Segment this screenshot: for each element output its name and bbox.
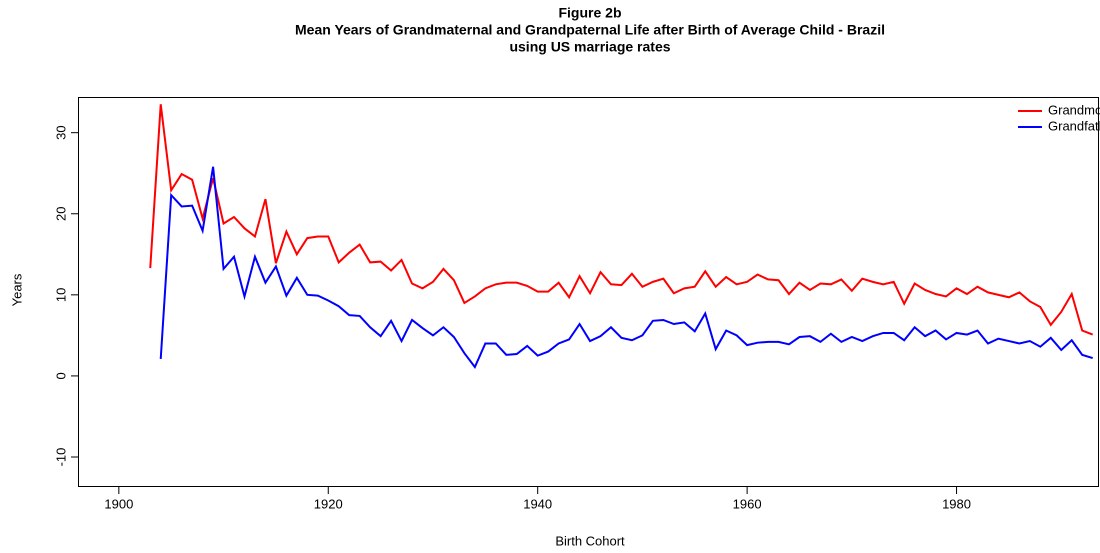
chart-title: Figure 2b xyxy=(558,5,621,21)
y-tick-label: 20 xyxy=(53,207,68,221)
y-tick-label: -10 xyxy=(53,448,68,467)
y-tick-label: 10 xyxy=(53,288,68,302)
x-tick-label: 1900 xyxy=(104,496,133,511)
x-tick-label: 1960 xyxy=(733,496,762,511)
legend-label: Grandmother xyxy=(1048,102,1100,117)
plot-frame xyxy=(78,97,1099,487)
data-line xyxy=(159,166,1093,369)
x-tick-label: 1920 xyxy=(314,496,343,511)
y-tick-label: 30 xyxy=(53,125,68,139)
x-axis-label: Birth Cohort xyxy=(555,533,625,548)
chart-title: using US marriage rates xyxy=(509,39,670,55)
plot-area xyxy=(149,104,1094,369)
x-tick-label: 1940 xyxy=(523,496,552,511)
legend-label: Grandfather xyxy=(1048,118,1100,133)
chart-title: Mean Years of Grandmaternal and Grandpat… xyxy=(295,22,885,38)
data-line xyxy=(149,104,1094,336)
x-tick-label: 1980 xyxy=(942,496,971,511)
y-axis-label: Years xyxy=(9,273,24,306)
y-tick-label: 0 xyxy=(53,372,68,379)
